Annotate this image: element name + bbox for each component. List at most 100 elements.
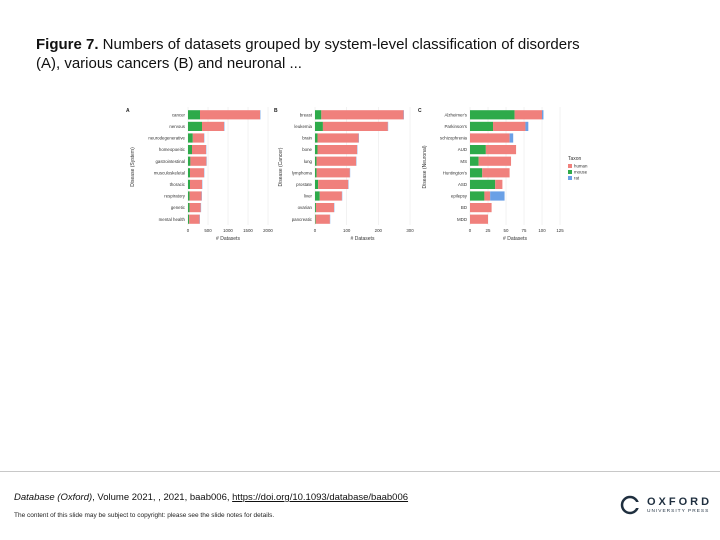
category-label: thoracic bbox=[170, 182, 186, 187]
legend-label: human bbox=[574, 164, 588, 169]
bar-charts-figure: A0 500 1000 1500 2000cancernervousneurodegen… bbox=[126, 107, 588, 242]
figure-caption: Numbers of datasets grouped by system-le… bbox=[36, 36, 580, 72]
bar-human bbox=[315, 214, 330, 224]
category-label: breast bbox=[300, 112, 313, 117]
bar-human bbox=[514, 110, 542, 120]
bar-human bbox=[321, 110, 404, 120]
bar-human bbox=[318, 179, 349, 189]
x-tick-label: 100 bbox=[343, 228, 351, 233]
bar-human bbox=[470, 214, 488, 224]
x-tick-label: 75 bbox=[522, 228, 527, 233]
citation: Database (Oxford), Volume 2021, , 2021, … bbox=[14, 492, 408, 503]
bar-human bbox=[316, 156, 357, 166]
bar-rat bbox=[525, 121, 529, 131]
category-label: BD bbox=[461, 205, 467, 210]
category-label: musculoskeletal bbox=[154, 170, 185, 175]
bar-mouse bbox=[315, 214, 316, 224]
panel-letter: C bbox=[418, 108, 422, 114]
bar-mouse bbox=[188, 133, 193, 143]
bar-mouse bbox=[470, 168, 483, 178]
x-axis-label: # Datasets bbox=[216, 236, 240, 242]
category-label: brain bbox=[302, 136, 312, 141]
bar-human bbox=[478, 156, 512, 166]
bar-human bbox=[317, 145, 358, 155]
chart-panel-a: A 0 500 1000 1500 2000 cancer nervous neurodegen… bbox=[126, 107, 273, 242]
bar-human bbox=[470, 203, 492, 213]
x-tick-label: 1000 bbox=[223, 228, 233, 233]
bar-rat bbox=[490, 191, 505, 201]
figure-number: Figure 7. bbox=[36, 36, 99, 53]
bar-human bbox=[316, 168, 350, 178]
category-label: lung bbox=[304, 159, 313, 164]
category-label: cancer bbox=[172, 112, 186, 117]
x-tick-label: 2000 bbox=[263, 228, 273, 233]
bar-human bbox=[322, 121, 388, 131]
bar-human bbox=[485, 145, 517, 155]
bar-mouse bbox=[188, 203, 190, 213]
x-tick-label: 0 bbox=[314, 228, 317, 233]
category-label: homeopoeitic bbox=[159, 147, 186, 152]
bar-human bbox=[317, 133, 359, 143]
legend-title: Taxon bbox=[568, 156, 582, 162]
bar-human bbox=[190, 156, 207, 166]
copyright-notice: The content of this slide may be subject… bbox=[14, 512, 275, 519]
bar-human bbox=[189, 203, 201, 213]
legend-swatch-human bbox=[568, 164, 572, 168]
panel-letter: A bbox=[126, 108, 130, 114]
panel-letter: B bbox=[274, 108, 278, 114]
x-tick-label: 1500 bbox=[243, 228, 253, 233]
bar-mouse bbox=[315, 191, 320, 201]
bar-mouse bbox=[315, 145, 318, 155]
category-label: bone bbox=[302, 147, 312, 152]
category-label: pancreatic bbox=[292, 217, 313, 222]
bar-mouse bbox=[315, 156, 317, 166]
slide-title: Figure 7. Numbers of datasets grouped by… bbox=[36, 35, 596, 73]
chart-panel-b: B 0 100 200 300 breast leukemia brain bone lung ly… bbox=[274, 107, 414, 242]
bar-rat bbox=[542, 110, 544, 120]
bar-mouse bbox=[188, 179, 190, 189]
x-tick-label: 50 bbox=[504, 228, 509, 233]
logo-subtitle: UNIVERSITY PRESS bbox=[647, 509, 710, 514]
category-label: lymphoma bbox=[292, 170, 313, 175]
doi-link[interactable]: https://doi.org/10.1093/database/baab006 bbox=[232, 492, 409, 503]
bar-mouse bbox=[315, 133, 318, 143]
bar-mouse bbox=[188, 110, 200, 120]
y-axis-label: Disease (Cancer) bbox=[278, 147, 284, 186]
bar-mouse bbox=[188, 145, 192, 155]
category-label: MS bbox=[460, 159, 467, 164]
category-label: nervous bbox=[169, 124, 185, 129]
bar-human bbox=[202, 121, 224, 131]
x-tick-label: 25 bbox=[486, 228, 491, 233]
bar-mouse bbox=[470, 110, 515, 120]
category-label: genetic bbox=[171, 205, 186, 210]
x-tick-label: 200 bbox=[375, 228, 383, 233]
bar-human bbox=[189, 191, 202, 201]
category-label: liver bbox=[304, 194, 313, 199]
bar-mouse bbox=[315, 179, 319, 189]
x-tick-label: 300 bbox=[406, 228, 414, 233]
bar-human bbox=[482, 168, 510, 178]
category-label: ASD bbox=[458, 182, 467, 187]
bar-mouse bbox=[188, 156, 191, 166]
bar-mouse bbox=[315, 168, 317, 178]
category-label: Parkinson's bbox=[444, 124, 467, 129]
bar-mouse bbox=[470, 145, 486, 155]
bar-human bbox=[200, 110, 260, 120]
bar-mouse bbox=[470, 179, 496, 189]
bar-human bbox=[493, 121, 526, 131]
bar-human bbox=[189, 214, 200, 224]
footer-divider bbox=[0, 471, 720, 472]
bar-mouse bbox=[470, 191, 485, 201]
oxford-logo[interactable]: OXFORD UNIVERSITY PRESS bbox=[620, 494, 710, 520]
bar-human bbox=[319, 191, 342, 201]
category-label: Huntington's bbox=[443, 170, 468, 175]
x-tick-label: 125 bbox=[556, 228, 564, 233]
bar-mouse bbox=[470, 156, 479, 166]
legend-swatch-mouse bbox=[568, 170, 572, 174]
bar-mouse bbox=[315, 203, 316, 213]
bar-mouse bbox=[188, 121, 202, 131]
logo-wordmark: OXFORD bbox=[647, 496, 713, 508]
bar-human bbox=[470, 133, 510, 143]
bar-mouse bbox=[470, 121, 494, 131]
